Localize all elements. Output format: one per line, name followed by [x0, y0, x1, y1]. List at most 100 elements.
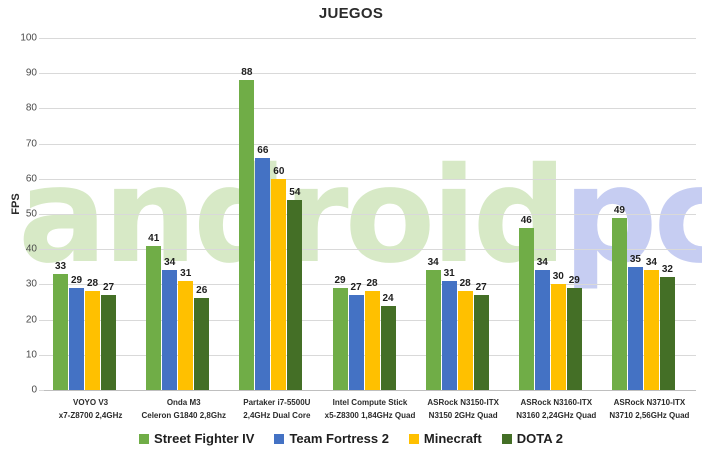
bar[interactable]: 27: [473, 282, 489, 390]
y-axis-tick-label: 0: [31, 384, 37, 396]
bar-value-label: 66: [257, 144, 269, 156]
gridline-30: [44, 284, 696, 286]
y-axis-tick-label: 40: [25, 243, 37, 255]
bar-group: 41 34 31 26: [146, 38, 210, 390]
bar-value-label: 32: [661, 264, 673, 276]
bar[interactable]: 31: [178, 268, 194, 390]
bar[interactable]: 88: [239, 67, 255, 390]
category-label-line2: x5-Z8300 1,84GHz Quad: [324, 411, 416, 420]
gridline-90: [44, 73, 696, 75]
bar[interactable]: 28: [364, 278, 380, 390]
category-label-line2: Celeron G1840 2,8Ghz: [141, 411, 226, 420]
legend-color-swatch: [408, 433, 419, 444]
category-label-line1: ASRock N3710-ITX: [613, 398, 686, 407]
bar[interactable]: 29: [566, 275, 582, 390]
bar-group: 29 27 28 24: [332, 38, 396, 390]
y-axis-tick-label: 30: [25, 278, 37, 290]
bar-value-label: 31: [180, 267, 192, 279]
category-label-line1: VOYO V3: [73, 398, 109, 407]
chart-title: JUEGOS: [318, 5, 384, 22]
bar[interactable]: 31: [441, 268, 457, 390]
x-axis-category-label: Intel Compute Stick x5-Z8300 1,84GHz Quad: [313, 396, 426, 422]
y-axis-tick-label: 70: [25, 138, 37, 150]
bar[interactable]: 29: [332, 275, 348, 390]
bar[interactable]: 28: [457, 278, 473, 390]
category-label-line2: 2,4GHz Dual Core: [243, 411, 311, 420]
y-axis-title: FPS: [10, 193, 22, 215]
category-label-line2: N3160 2,24GHz Quad: [516, 411, 597, 420]
legend-color-swatch: [274, 433, 285, 444]
y-tick-mark-20: [39, 319, 44, 321]
bar[interactable]: 27: [348, 282, 364, 390]
bar-value-label: 31: [443, 267, 455, 279]
legend-item[interactable]: Team Fortress 2: [274, 431, 389, 446]
legend-label: Minecraft: [423, 431, 482, 446]
bar[interactable]: 28: [85, 278, 101, 390]
bar[interactable]: 30: [550, 271, 566, 390]
legend-label: DOTA 2: [516, 431, 563, 446]
y-axis-tick-label: 50: [25, 208, 37, 220]
bar[interactable]: 35: [627, 254, 643, 390]
legend-item[interactable]: Street Fighter IV: [139, 431, 254, 446]
bar[interactable]: 26: [194, 285, 210, 390]
bar[interactable]: 33: [53, 261, 69, 390]
gridline-70: [44, 143, 696, 145]
bar[interactable]: 54: [287, 187, 303, 390]
bar-value-label: 41: [148, 232, 160, 244]
bar[interactable]: 60: [271, 166, 287, 390]
category-label-line1: Onda M3: [166, 398, 201, 407]
x-axis-category-label: VOYO V3 x7-Z8700 2,4GHz: [34, 396, 147, 422]
category-label-line2: N3150 2GHz Quad: [428, 411, 498, 420]
bar[interactable]: 29: [69, 275, 85, 390]
bar-value-label: 49: [613, 204, 625, 216]
chart-legend: Street Fighter IV Team Fortress 2 Minecraf…: [0, 431, 702, 446]
legend-item[interactable]: DOTA 2: [501, 431, 563, 446]
legend-item[interactable]: Minecraft: [408, 431, 482, 446]
bar-value-label: 29: [334, 274, 346, 286]
bar-value-label: 34: [536, 257, 548, 269]
y-tick-mark-70: [39, 143, 44, 145]
x-axis-category-label: ASRock N3150-ITX N3150 2GHz Quad: [407, 396, 520, 422]
bar[interactable]: 34: [425, 257, 441, 390]
y-tick-mark-90: [39, 73, 44, 75]
y-axis-tick-label: 60: [25, 173, 37, 185]
bar-group: 33 29 28 27: [53, 38, 117, 390]
bar-value-label: 46: [520, 215, 532, 227]
bar[interactable]: 41: [146, 233, 162, 390]
gridline-100: [44, 38, 696, 39]
legend-color-swatch: [501, 433, 512, 444]
x-axis-category-label: Onda M3 Celeron G1840 2,8Ghz: [127, 396, 240, 422]
bar[interactable]: 66: [255, 145, 271, 390]
bar[interactable]: 49: [611, 205, 627, 390]
bar-group: 34 31 28 27: [425, 38, 489, 390]
y-tick-mark-40: [39, 249, 44, 251]
y-tick-mark-100: [39, 38, 44, 39]
bar[interactable]: 34: [162, 257, 178, 390]
bar[interactable]: 34: [534, 257, 550, 390]
bar-value-label: 34: [427, 257, 439, 269]
x-axis-category-label: ASRock N3710-ITX N3710 2,56GHz Quad: [593, 396, 702, 422]
bar[interactable]: 46: [518, 215, 534, 390]
legend-color-swatch: [139, 433, 150, 444]
y-tick-mark-80: [39, 108, 44, 110]
bar[interactable]: 24: [380, 293, 396, 390]
bar[interactable]: 32: [659, 264, 675, 390]
bar-value-label: 34: [164, 257, 176, 269]
bar-value-label: 30: [552, 271, 564, 283]
y-axis-tick-label: 10: [25, 349, 37, 361]
y-axis-tick-label: 20: [25, 314, 37, 326]
bar-group: 88 66 60 54: [239, 38, 303, 390]
bar-value-label: 35: [629, 253, 641, 265]
gridline-50: [44, 214, 696, 215]
x-axis-category-label: Partaker i7-5500U 2,4GHz Dual Core: [220, 396, 333, 422]
x-axis-category-label: ASRock N3160-ITX N3160 2,24GHz Quad: [500, 396, 613, 422]
bar-value-label: 24: [382, 292, 394, 304]
legend-label: Team Fortress 2: [289, 431, 389, 446]
y-tick-mark-0: [39, 390, 44, 391]
bar[interactable]: 27: [101, 282, 117, 390]
bar[interactable]: 34: [643, 257, 659, 390]
category-label-line1: ASRock N3160-ITX: [520, 398, 593, 407]
category-label-line1: Intel Compute Stick: [332, 398, 408, 407]
category-label-line2: N3710 2,56GHz Quad: [609, 411, 690, 420]
